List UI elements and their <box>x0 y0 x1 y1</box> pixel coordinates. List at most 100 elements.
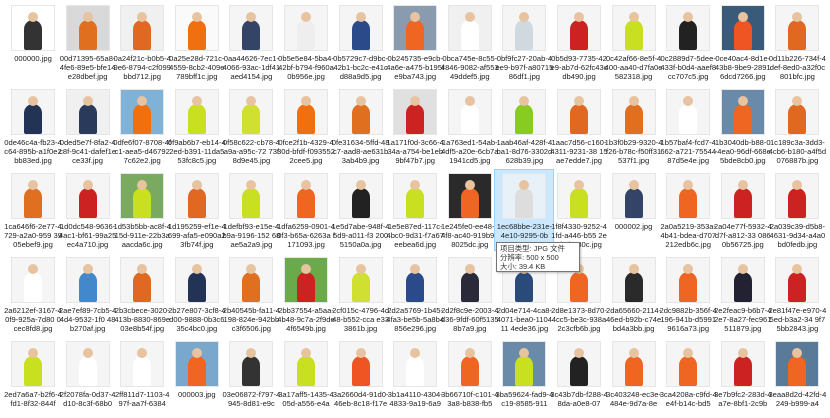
file-item[interactable]: 1f8f4330-9252-41fd-a446-b55 2e2b1ba80c.j… <box>550 170 608 250</box>
file-item[interactable]: 2dc9882b-356f-4196-941b-d59919616a73.jpg <box>659 254 717 334</box>
file-item[interactable]: 2ff811d7-1103-497f-aa7f-6384 <box>113 338 171 418</box>
file-item[interactable]: 2e2feac9-b6b7-42e7-8a27-fec961511879.jpg <box>714 254 772 334</box>
file-item[interactable]: 0c42af66-8e5f-4400-aa40-d7fa0e582318.jpg <box>605 2 663 82</box>
file-item[interactable]: 2bb37554-a5aa-4b48-9c7a-2f9de4f6549b.jpg <box>277 254 335 334</box>
file-thumbnail <box>448 174 491 218</box>
file-item[interactable]: 1ca646f6-2e77-4729-a2a0-959 3905ebef9.jp… <box>4 170 62 250</box>
file-item[interactable]: 1b57baf4-fcd7-4662-a721-7554487d5e4e.jpg <box>659 86 717 166</box>
file-item[interactable]: 3c43b7db-f288-48da-a0e8-07 <box>550 338 608 418</box>
file-name: 0aa44626-7ec1-4066-93ac-1df41aed4154.jpg <box>222 54 281 81</box>
file-thumbnail <box>12 6 54 50</box>
file-item[interactable]: 1aac7d56-c160-4311-9231-38 15ae7edde7.jp… <box>550 86 608 166</box>
file-thumbnail <box>66 342 109 386</box>
file-item[interactable]: 2a04e77f-5932-4d7f-a812-33 0860b56725.jp… <box>714 170 772 250</box>
file-item[interactable]: 0ded5e7f-8fa2-4c8f-9c41-dafef1ece33f.jpg <box>59 86 117 166</box>
file-item[interactable]: 1ec68bbe-231e-4e10-9295-0b <box>494 169 555 251</box>
file-item[interactable]: 1e245fe0-ee48-44f8-ac40-919b928025dc.jpg <box>441 170 499 250</box>
file-name: 1d195259-ef1e-4699-afa5-e090a23fb74f.jpg <box>167 222 226 249</box>
file-item[interactable]: 0a24f21c-b0b5-49e6-8794-c2f099bbd712.jpg <box>113 2 171 82</box>
file-item[interactable]: 0fce2f1b-4329-430d-bfdf-f0935522cee5.jpg <box>277 86 335 166</box>
file-item[interactable]: 03e06872-f797-4945-8d81-e9c <box>222 338 280 418</box>
file-item[interactable]: 3ca4208a-c9fd-4e4f-b14c-bd5 <box>659 338 717 418</box>
file-thumbnail <box>285 258 327 302</box>
file-item[interactable]: 0a25e28d-721c-4559-8cb2-409e789bff1c.jpg <box>168 2 226 82</box>
file-thumbnail <box>339 6 382 50</box>
file-name: 1ec68bbe-231e-4e10-9295-0b <box>496 222 553 240</box>
file-item[interactable]: 0f58c622-cb78-4a9a-a95c-72 73f8d9e45.jpg <box>222 86 280 166</box>
file-item[interactable]: 2a0a5219-353a-4b41-bdea-d707212edb6c.jpg <box>659 170 717 250</box>
file-item[interactable]: 000003.jpg <box>168 338 226 418</box>
file-item[interactable]: 0b5729c7-d9bc-42b1-bc2c-e41cd88a9d5.jpg <box>332 2 390 82</box>
file-item[interactable]: 0d11b226-734f-4def-8ed0-a32f0c801bfc.jpg <box>768 2 826 82</box>
file-item[interactable]: 3e7b9fc2-283d-4a7e-8bf1-2c9b <box>714 338 772 418</box>
file-name: 2b27e807-3cf8-4d00-9888-0b3c635c4bc0.jpg <box>168 306 226 333</box>
file-item[interactable]: 000002.jpg <box>605 170 663 250</box>
file-item[interactable]: 0c2889d7-5dee-433f-b0d4-aaef8cc707c5.jpg <box>659 2 717 82</box>
file-item[interactable]: 1aab46af-428f-4ba1-8d76-3302d628b39.jpg <box>495 86 553 166</box>
file-item[interactable]: 0fe31634-5ffd-48c7-aad8-ae631b3ab4b9.jpg <box>332 86 390 166</box>
file-item[interactable]: 3b1a4110-4304-4833-9a19-6a9 <box>386 338 444 418</box>
file-item[interactable]: 2e81f47e-e970-45ed-b3a2-34 9f75bb2843.jp… <box>768 254 826 334</box>
file-item[interactable]: 1b3f0b29-9320-4f26-b78c-f50ff31537f1.jpg <box>605 86 663 166</box>
file-item[interactable]: 1b3040db-b88-0-4ea0-96df-668e5bde8cb0.jp… <box>714 86 772 166</box>
file-item[interactable]: 0b5d93-7735-42e9-ab7d-62fc43cdb490.jpg <box>550 2 608 82</box>
file-item[interactable]: 0de46c4a-fb23-4c64-895b-a1f0e2bb83ed.jpg <box>4 86 62 166</box>
file-item[interactable]: 1e5e87ed-117c-4bc0-9d31-f7a67eebea6d.jpg <box>386 170 444 250</box>
file-item[interactable]: 2b40545b-fa11-4198-824e-942bbc3f6506.jpg <box>222 254 280 334</box>
file-item[interactable]: 3a2660d4-91d0-46eb-8c18-f17e <box>332 338 390 418</box>
tooltip-resolution: 分辨率: 500 x 500 <box>500 253 559 262</box>
file-item[interactable]: 3ba59624-fad9-4c19-8585-911 <box>495 338 553 418</box>
file-item[interactable]: 3eaa8d2d-42fd-4249-b999-a4 <box>768 338 826 418</box>
file-item[interactable]: 2ed7a6a7-b2f6-4fd1-8f32-844f <box>4 338 62 418</box>
file-item[interactable]: 2b27e807-3cf8-4d00-9888-0b3c635c4bc0.jpg <box>168 254 226 334</box>
file-item[interactable]: 1d195259-ef1e-4699-afa5-e090a23fb74f.jpg <box>168 170 226 250</box>
file-item[interactable]: 1d53b5bb-ac8f-415d-911e-22b3aaacda6c.jpg <box>113 170 171 250</box>
file-item[interactable]: 1d0dc548-9636-4ac1-bf61-99a25ec4a710.jpg <box>59 170 117 250</box>
file-item[interactable]: 0aa44626-7ec1-4066-93ac-1df41aed4154.jpg <box>222 2 280 82</box>
file-item[interactable]: 0b5e5e84-5ba4-42bf-b794-f960a0b956e.jpg <box>277 2 335 82</box>
file-item[interactable]: 0ce40ac4-8d1e-43b8-9be9-28916dcd7266.jpg <box>714 2 772 82</box>
file-item[interactable]: 1c189c3a-3dd3-4cb6-b180-a4f5d076887b.jpg <box>768 86 826 166</box>
file-item[interactable]: 0b245735-e9cb-4a6e-a475-b195fe9ba743.jpg <box>386 2 444 82</box>
file-item[interactable]: 2f2078fa-0d37-4d10-8c3f-68b0 <box>59 338 117 418</box>
file-name: 1aac7d56-c160-4311-9231-38 15ae7edde7.jp… <box>550 138 608 165</box>
file-item[interactable]: 0dfe6f07-8708-4fc1-aea5-d46792 7c62e2.jp… <box>113 86 171 166</box>
file-item[interactable]: 3c403248-ec3e-484e-9d7a-8e <box>605 338 663 418</box>
file-item[interactable]: 3b66710f-c101-43a8-b838-fb5 <box>441 338 499 418</box>
file-thumbnail <box>339 258 382 302</box>
file-thumbnail <box>612 90 655 134</box>
file-name: 1e5e87ed-117c-4bc0-9d31-f7a67eebea6d.jpg <box>386 222 444 249</box>
file-item[interactable]: 00d71395-65a8-4fe6-89e5-bfe14e28dbef.jpg <box>59 2 117 82</box>
file-item[interactable]: 2ae7ef89-7cb5-44d4-9532-1f0 48b270af.jpg <box>59 254 117 334</box>
file-item[interactable]: 0bf9fc27-20ab-4ee9-b97f-a8071586df1.jpg <box>495 2 553 82</box>
file-thumbnail <box>339 174 382 218</box>
file-item[interactable]: 2a039c39-d5b8-4631-9d34-a4a0bd0fedb.jpg <box>768 170 826 250</box>
file-name: 2f2078fa-0d37-4d10-8c3f-68b0 <box>59 390 116 408</box>
file-item[interactable]: 000000.jpg <box>4 2 62 82</box>
file-name: 03e06872-f797-4945-8d81-e9c <box>222 390 281 408</box>
file-item[interactable]: 2d2a5769-1b45-4fa3-be5b-5a8b4856e296.jpg <box>386 254 444 334</box>
file-item[interactable]: 2cf015c-4796-4d48-b552-cca e333861b.jpg <box>332 254 390 334</box>
file-item[interactable]: 3a17aff5-1435-405d-a556-e4a <box>277 338 335 418</box>
file-item[interactable]: 2da65660-2114-46ed-b92b-c74ebd4a3bb.jpg <box>605 254 663 334</box>
file-name: 0c2889d7-5dee-433f-b0d4-aaef8cc707c5.jpg <box>660 54 717 81</box>
file-item[interactable]: 1defbf93-e15e-4b9a-9196-152 68ae5a2a9.jp… <box>222 170 280 250</box>
file-item[interactable]: 2d2f8c9e-2003-4d36-9fdf-60f51358b7a9.jpg <box>441 254 499 334</box>
file-item[interactable]: 1e5d7abe-948f-45d9-a011-f3 2005150a0a.jp… <box>332 170 390 250</box>
file-thumbnail <box>12 258 54 302</box>
file-item[interactable]: 1a763ed1-54ab-4df5-a20e-6cb7a1941cd5.jpg <box>441 86 499 166</box>
file-name: 0ded5e7f-8fa2-4c8f-9c41-dafef1ece33f.jpg <box>59 138 117 165</box>
file-item[interactable]: 0f9ab6b7-eb14-42ed-b391-11da553fc8c5.jpg <box>168 86 226 166</box>
file-item[interactable]: 0bca745e-8c55-4846-9082-af55349ddef5.jpg <box>441 2 499 82</box>
file-item[interactable]: 1a171f0d-3c66-434a-a754-be1eb9bf47b7.jpg <box>386 86 444 166</box>
file-item[interactable]: 1dfa6259-0901-40f3-b65a-6263a f171093.jp… <box>277 170 335 250</box>
file-thumbnail <box>612 174 655 218</box>
file-item[interactable]: 2d8e1373-8d70-4cc5-be3c-938a2c3cfb6b.jpg <box>550 254 608 334</box>
file-item[interactable]: 2a6212ef-3167-40f9-925a-7d80 0cec8fd8.jp… <box>4 254 62 334</box>
file-item[interactable]: 2b3cbece-3020-413b-8830-869e03e8b54f.jpg <box>113 254 171 334</box>
file-name: 3a17aff5-1435-405d-a556-e4a <box>278 390 334 408</box>
file-name: 2bb37554-a5aa-4b48-9c7a-2f9de4f6549b.jpg <box>277 306 335 333</box>
file-thumbnail <box>394 342 437 386</box>
file-thumbnail <box>503 342 546 386</box>
